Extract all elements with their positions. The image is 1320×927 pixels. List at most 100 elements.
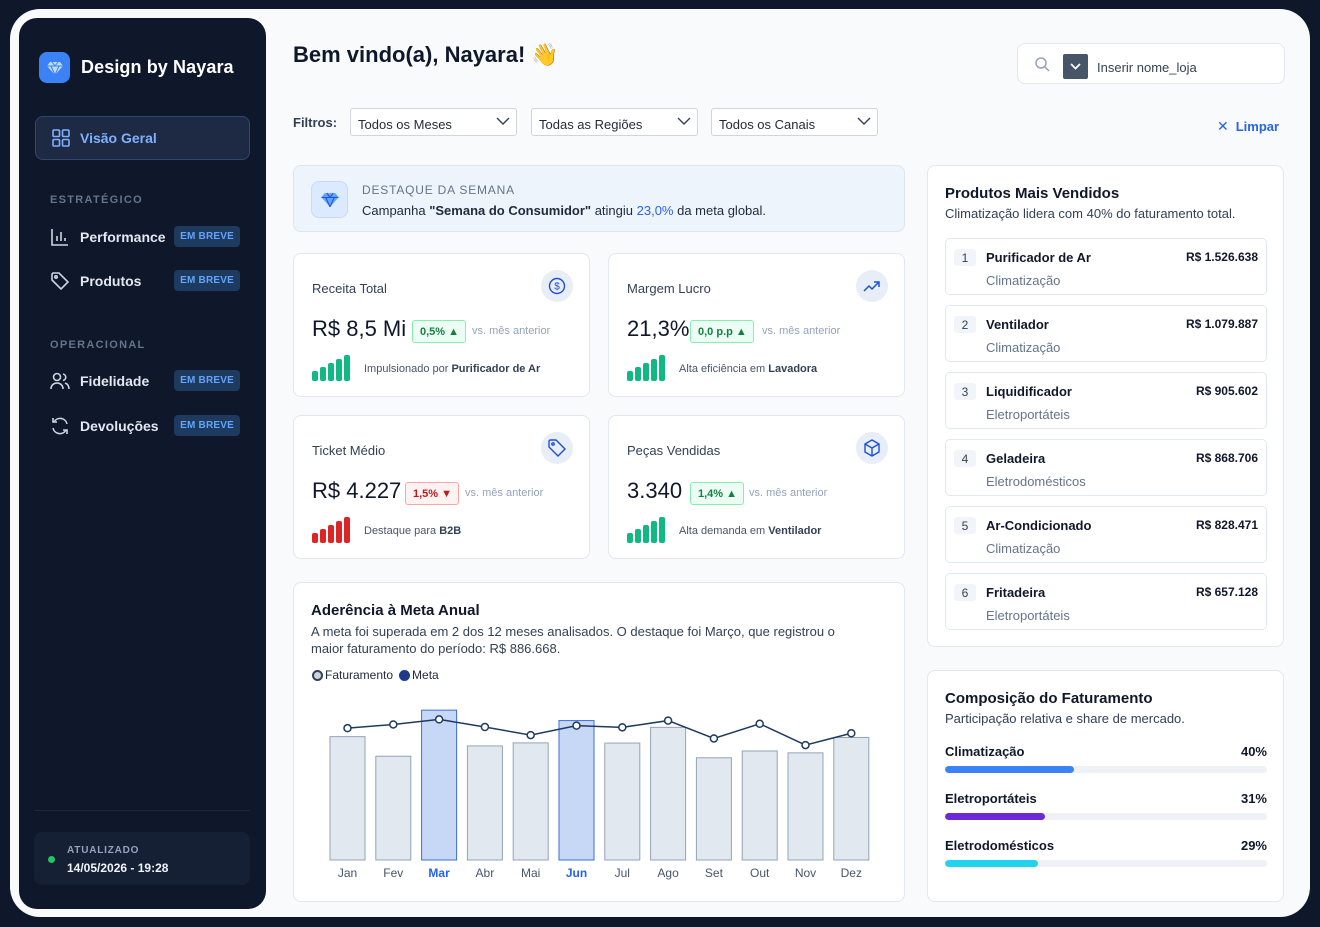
product-name: Liquidificador	[986, 384, 1072, 399]
sparkbar	[643, 525, 649, 543]
kpi-vs-label: vs. mês anterior	[749, 487, 828, 499]
close-icon: ✕	[1217, 118, 1229, 134]
composition-percent: 31%	[1240, 791, 1267, 806]
kpi-footnote-prefix: Alta demanda em	[679, 525, 769, 537]
composition-row: Eletroportáteis 31%	[945, 791, 1267, 820]
nav-item-fidelidade[interactable]: Fidelidade EM BREVE	[50, 367, 240, 395]
sparkbar	[651, 359, 657, 381]
channel-filter[interactable]: Todos os Canais	[711, 108, 878, 136]
nav-item-devolucoes[interactable]: Devoluções EM BREVE	[50, 412, 240, 440]
nav-item-label: Devoluções	[80, 418, 159, 434]
sparkbar	[328, 363, 334, 381]
product-ranking-item[interactable]: 2 Ventilador Climatização R$ 1.079.887	[945, 305, 1267, 362]
coming-soon-badge: EM BREVE	[174, 226, 240, 247]
chart-bar	[604, 742, 641, 861]
top-products-title: Produtos Mais Vendidos	[945, 185, 1120, 202]
kpi-value: 21,3%	[627, 316, 690, 341]
kpi-footnote-highlight: Lavadora	[768, 363, 818, 375]
svg-text:$: $	[554, 282, 560, 293]
sparkbar	[336, 521, 342, 543]
nav-item-produtos[interactable]: Produtos EM BREVE	[50, 267, 240, 295]
kpi-footnote: Alta demanda em Ventilador	[679, 525, 821, 537]
rank-number: 6	[954, 584, 976, 601]
nav-item-visao-geral[interactable]: Visão Geral	[35, 116, 250, 160]
product-ranking-item[interactable]: 5 Ar-Condicionado Climatização R$ 828.47…	[945, 506, 1267, 563]
kpi-footnote: Alta eficiência em Lavadora	[679, 363, 817, 375]
diamond-logo-icon	[39, 52, 70, 83]
legend-swatch-faturamento	[312, 669, 323, 681]
channel-filter-value: Todos os Canais	[719, 117, 816, 132]
chart-bar	[650, 726, 687, 861]
composition-subtitle: Participação relativa e share de mercado…	[945, 711, 1185, 726]
weekly-highlight-banner: DESTAQUE DA SEMANA Campanha "Semana do C…	[293, 165, 905, 232]
composition-percent: 29%	[1240, 838, 1267, 853]
kpi-card-pecas: Peças Vendidas 3.340 1,4% ▲ vs. mês ante…	[608, 415, 905, 559]
sparkbar	[320, 367, 326, 381]
annual-goal-chart-card: Aderência à Meta Anual A meta foi supera…	[293, 582, 905, 902]
kpi-footnote-prefix: Alta eficiência em	[679, 363, 769, 375]
kpi-title: Receita Total	[312, 281, 387, 296]
x-tick-label: Nov	[795, 866, 816, 880]
rank-number: 4	[954, 450, 976, 467]
goal-point	[343, 723, 352, 733]
sparkbar	[344, 355, 350, 381]
chart-bar	[375, 755, 412, 861]
sparkbar	[659, 517, 665, 543]
clear-filters-button[interactable]: ✕ Limpar	[1217, 118, 1279, 135]
product-name: Ventilador	[986, 317, 1049, 332]
trending-up-icon	[856, 270, 888, 302]
sparkbar	[659, 355, 665, 381]
kpi-footnote-highlight: Purificador de Ar	[451, 363, 541, 375]
kpi-value: R$ 4.227	[312, 478, 402, 503]
nav-item-label: Performance	[80, 229, 166, 245]
sparkbar	[635, 529, 641, 543]
updated-timestamp: 14/05/2026 - 19:28	[67, 861, 169, 875]
users-icon	[50, 371, 70, 391]
kpi-title: Peças Vendidas	[627, 443, 721, 458]
sparkbar	[320, 529, 326, 543]
product-revenue: R$ 905.602	[1195, 384, 1258, 398]
legend-swatch-meta	[399, 669, 411, 681]
goal-point	[755, 719, 764, 729]
kpi-delta-badge: 1,4% ▲	[690, 482, 745, 505]
kpi-title: Margem Lucro	[627, 281, 711, 296]
top-products-card: Produtos Mais Vendidos Climatização lide…	[927, 165, 1284, 647]
highlight-text-suffix: da meta global.	[673, 203, 767, 218]
chart-bar	[787, 752, 824, 861]
product-ranking-item[interactable]: 4 Geladeira Eletrodomésticos R$ 868.706	[945, 439, 1267, 496]
product-revenue: R$ 868.706	[1195, 451, 1258, 465]
sparkbar	[312, 533, 318, 543]
chart-bar	[695, 757, 732, 861]
chart-bar	[421, 709, 458, 861]
coming-soon-badge: EM BREVE	[174, 415, 240, 436]
product-category: Eletroportáteis	[986, 608, 1070, 623]
bar-chart-icon	[50, 227, 70, 247]
month-filter[interactable]: Todos os Meses	[350, 108, 517, 136]
composition-label: Climatização	[945, 744, 1025, 759]
kpi-card-ticket: Ticket Médio R$ 4.227 1,5% ▼ vs. mês ant…	[293, 415, 590, 559]
x-tick-label: Ago	[657, 866, 679, 880]
composition-fill	[945, 860, 1039, 867]
nav-item-performance[interactable]: Performance EM BREVE	[50, 223, 240, 251]
kpi-sparkbars	[312, 355, 352, 381]
chart-bar	[558, 720, 595, 861]
search-input[interactable]: Inserir nome_loja	[1097, 60, 1197, 75]
composition-title: Composição do Faturamento	[945, 690, 1153, 707]
coming-soon-badge: EM BREVE	[174, 370, 240, 391]
kpi-footnote-prefix: Impulsionado por	[364, 363, 452, 375]
highlight-text-prefix: Campanha	[362, 203, 430, 218]
product-ranking-item[interactable]: 3 Liquidificador Eletroportáteis R$ 905.…	[945, 372, 1267, 429]
updated-label: ATUALIZADO	[67, 845, 140, 856]
x-tick-label: Fev	[383, 866, 403, 880]
region-filter[interactable]: Todas as Regiões	[531, 108, 698, 136]
store-search[interactable]: Inserir nome_loja	[1017, 43, 1285, 84]
store-select-toggle[interactable]	[1063, 54, 1088, 79]
chart-bar	[741, 750, 778, 861]
product-ranking-item[interactable]: 6 Fritadeira Eletroportáteis R$ 657.128	[945, 573, 1267, 630]
brand-name: Design by Nayara	[81, 57, 234, 77]
tag-icon	[50, 271, 70, 291]
product-ranking-item[interactable]: 1 Purificador de Ar Climatização R$ 1.52…	[945, 238, 1267, 295]
chevron-down-icon	[1070, 63, 1081, 70]
chart-bar	[512, 742, 549, 861]
